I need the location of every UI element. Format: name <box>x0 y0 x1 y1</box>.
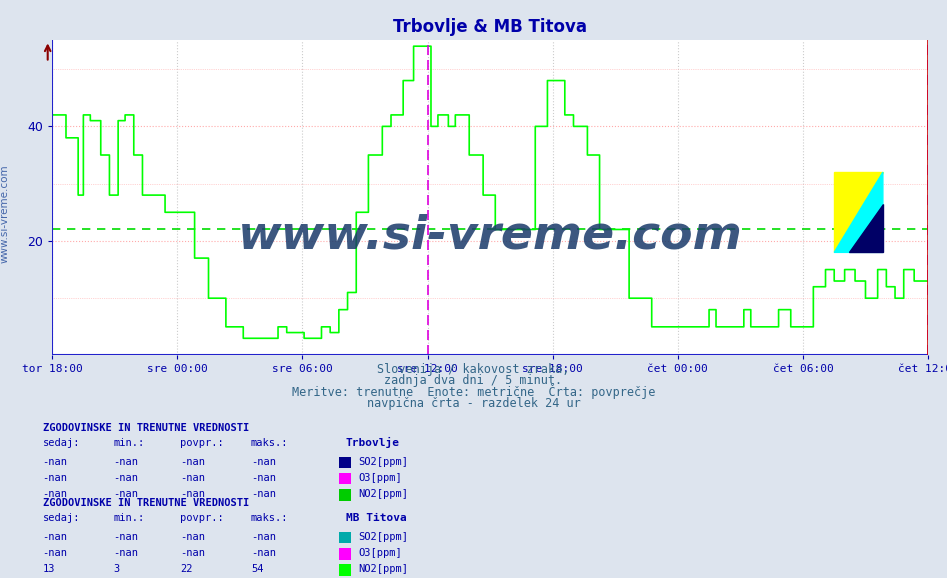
Text: MB Titova: MB Titova <box>346 513 406 523</box>
Text: sedaj:: sedaj: <box>43 513 80 523</box>
Text: O3[ppm]: O3[ppm] <box>358 473 402 483</box>
Text: zadnja dva dni / 5 minut.: zadnja dva dni / 5 minut. <box>384 375 563 387</box>
Text: -nan: -nan <box>114 473 138 483</box>
Text: 3: 3 <box>114 564 120 574</box>
Text: 13: 13 <box>43 564 55 574</box>
Text: sedaj:: sedaj: <box>43 438 80 448</box>
Text: -nan: -nan <box>114 457 138 466</box>
Text: -nan: -nan <box>251 473 276 483</box>
Text: -nan: -nan <box>43 489 67 499</box>
Text: www.si-vreme.com: www.si-vreme.com <box>0 165 9 263</box>
Text: povpr.:: povpr.: <box>180 438 223 448</box>
Text: -nan: -nan <box>251 548 276 558</box>
Text: -nan: -nan <box>180 457 205 466</box>
Text: NO2[ppm]: NO2[ppm] <box>358 489 408 499</box>
Text: -nan: -nan <box>114 532 138 542</box>
Text: -nan: -nan <box>43 473 67 483</box>
Text: -nan: -nan <box>43 532 67 542</box>
Text: NO2[ppm]: NO2[ppm] <box>358 564 408 574</box>
Text: Slovenija / kakovost zraka,: Slovenija / kakovost zraka, <box>377 363 570 376</box>
Text: ZGODOVINSKE IN TRENUTNE VREDNOSTI: ZGODOVINSKE IN TRENUTNE VREDNOSTI <box>43 423 249 432</box>
Text: -nan: -nan <box>251 457 276 466</box>
Text: 54: 54 <box>251 564 263 574</box>
Text: povpr.:: povpr.: <box>180 513 223 523</box>
Text: -nan: -nan <box>43 457 67 466</box>
Text: SO2[ppm]: SO2[ppm] <box>358 457 408 466</box>
Text: min.:: min.: <box>114 438 145 448</box>
Text: -nan: -nan <box>43 548 67 558</box>
Text: www.si-vreme.com: www.si-vreme.com <box>238 213 742 258</box>
Polygon shape <box>834 172 883 253</box>
Polygon shape <box>849 204 883 253</box>
Text: Meritve: trenutne  Enote: metrične  Črta: povprečje: Meritve: trenutne Enote: metrične Črta: … <box>292 384 655 399</box>
Text: -nan: -nan <box>114 489 138 499</box>
Text: -nan: -nan <box>251 532 276 542</box>
Text: -nan: -nan <box>180 548 205 558</box>
Text: min.:: min.: <box>114 513 145 523</box>
Text: -nan: -nan <box>180 532 205 542</box>
Text: maks.:: maks.: <box>251 438 289 448</box>
Text: -nan: -nan <box>180 489 205 499</box>
Text: SO2[ppm]: SO2[ppm] <box>358 532 408 542</box>
Text: -nan: -nan <box>180 473 205 483</box>
Polygon shape <box>834 172 883 253</box>
Text: maks.:: maks.: <box>251 513 289 523</box>
Title: Trbovlje & MB Titova: Trbovlje & MB Titova <box>393 18 587 36</box>
Text: -nan: -nan <box>114 548 138 558</box>
Text: ZGODOVINSKE IN TRENUTNE VREDNOSTI: ZGODOVINSKE IN TRENUTNE VREDNOSTI <box>43 498 249 507</box>
Text: O3[ppm]: O3[ppm] <box>358 548 402 558</box>
Text: -nan: -nan <box>251 489 276 499</box>
Text: Trbovlje: Trbovlje <box>346 437 400 448</box>
Text: 22: 22 <box>180 564 192 574</box>
Text: navpična črta - razdelek 24 ur: navpična črta - razdelek 24 ur <box>366 398 581 410</box>
